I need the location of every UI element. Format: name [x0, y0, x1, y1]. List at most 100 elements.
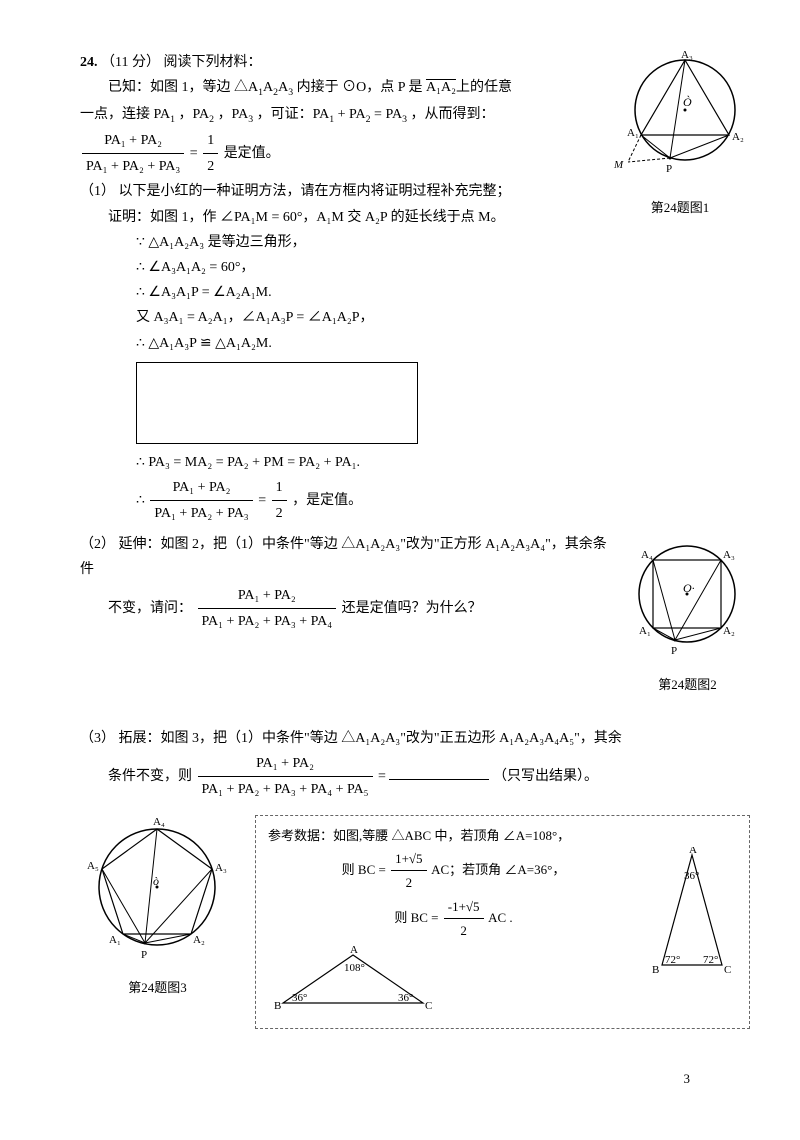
fraction-half: 1 2 [203, 128, 218, 179]
part2-tail: 还是定值吗？为什么？ [342, 601, 482, 616]
svg-text:A₃: A₃ [723, 549, 735, 561]
proof-l5: ∴ △A₁A₃P ≌ △A₁A₂M. [136, 331, 750, 356]
svg-text:A: A [689, 847, 697, 856]
ref-1b: AC；若顶角 ∠A=36°， [431, 862, 565, 877]
g2f: = PA [374, 107, 402, 122]
rf2-num: -1+√5 [444, 895, 484, 919]
f2-den: PA₁ + PA₂ + PA₃ + PA₄ [198, 609, 337, 634]
proof-after-2: ∴ PA₁ + PA₂ PA₁ + PA₂ + PA₃ = 1 2 ，是定值。 [136, 475, 750, 526]
svg-text:B: B [652, 964, 659, 976]
svg-text:M: M [613, 159, 624, 171]
ref-1a: 则 BC = [342, 862, 389, 877]
part3-text-a: 拓展：如图 3，把（1）中条件"等边 △A₁A₂A₃"改为"正五边形 A₁A₂A… [119, 731, 622, 746]
f3-num: PA₁ + PA₂ [198, 751, 373, 777]
f1b-eq: = [258, 493, 269, 508]
ref-2b: AC . [488, 910, 513, 925]
f1b-den: PA₁ + PA₂ + PA₃ [150, 501, 252, 526]
question-points: （11 分） [101, 55, 160, 70]
svg-text:A₁: A₁ [639, 625, 651, 637]
rf2-den: 2 [444, 919, 484, 942]
part3-eq: = [378, 769, 389, 784]
proof-l4: 又 A₃A₁ = A₂A₁，∠A₁A₃P = ∠A₁A₂P， [136, 305, 750, 330]
pa2-lead: ∴ [136, 493, 148, 508]
svg-text:P: P [141, 949, 147, 961]
bottom-row: ò A₄ A₅ A₃ A₁ A₂ P 第24题图3 参考数据：如图,等腰 △AB… [80, 815, 750, 1029]
svg-text:O·: O· [683, 581, 695, 595]
rf1-den: 2 [391, 871, 426, 894]
svg-text:36°: 36° [684, 870, 699, 882]
proof-l2: ∴ ∠A₃A₁A₂ = 60°， [136, 255, 750, 280]
svg-text:A₂: A₂ [193, 934, 205, 946]
svg-text:A₂: A₂ [732, 131, 744, 143]
figure-2-svg: O· A₄ A₃ A₁ A₂ P [625, 536, 750, 661]
svg-text:72°: 72° [665, 954, 680, 966]
page: Ò A₃ A₁ A₂ P M 第24题图1 24. （11 分） 阅读下列材料：… [80, 50, 750, 1110]
svg-text:ò: ò [153, 874, 159, 888]
frac1-tail: 是定值。 [224, 146, 280, 161]
figure-2: O· A₄ A₃ A₁ A₂ P 第24题图2 [625, 536, 750, 696]
part3-text-b: 条件不变，则 [108, 769, 192, 784]
figure-3-svg: ò A₄ A₅ A₃ A₁ A₂ P [80, 815, 235, 965]
rf1-num: 1+√5 [391, 847, 426, 871]
fraction-1: PA₁ + PA₂ PA₁ + PA₂ + PA₃ [82, 128, 184, 179]
part2-label: （2） [80, 537, 115, 552]
answer-blank[interactable] [389, 765, 489, 780]
f3-den: PA₁ + PA₂ + PA₃ + PA₄ + PA₅ [198, 777, 373, 802]
frac1-num: PA₁ + PA₂ [82, 128, 184, 154]
svg-text:A: A [350, 944, 358, 956]
given-1a: 已知：如图 1，等边 △A [108, 80, 258, 95]
ref-formulas: 则 BC = 1+√5 2 AC；若顶角 ∠A=36°， 则 BC = -1+√… [268, 847, 639, 1020]
g2g: ，从而得到： [410, 107, 494, 122]
question-number: 24. [80, 55, 98, 70]
arc-label: A₁A₂ [426, 80, 456, 95]
f2-num: PA₁ + PA₂ [198, 583, 337, 609]
svg-text:A₄: A₄ [153, 816, 165, 828]
figure-3-caption: 第24题图3 [80, 976, 235, 999]
g2a: 一点，连接 PA [80, 107, 170, 122]
page-number: 3 [684, 1067, 691, 1090]
f1b-num: PA₁ + PA₂ [150, 475, 252, 501]
part3-tail: （只写出结果）。 [493, 769, 598, 784]
given-1b: 内接于 ⊙O，点 P 是 [297, 80, 426, 95]
svg-text:72°: 72° [703, 954, 718, 966]
part2-text-a: 延伸：如图 2，把（1）中条件"等边 △A₁A₂A₃"改为"正方形 A₁A₂A₃… [80, 537, 607, 577]
triangle-36-svg: A 36° B 72° C 72° [647, 847, 737, 977]
svg-text:A₁: A₁ [627, 127, 639, 139]
svg-text:108°: 108° [344, 962, 365, 974]
frac1-eq: = [190, 146, 201, 161]
fraction-half-b: 1 2 [272, 475, 287, 526]
part3-line2: 条件不变，则 PA₁ + PA₂ PA₁ + PA₂ + PA₃ + PA₄ +… [108, 751, 750, 802]
fhb-num: 1 [272, 475, 287, 501]
svg-text:A₂: A₂ [723, 625, 735, 637]
figure-1-svg: Ò A₃ A₁ A₂ P M [610, 50, 750, 185]
svg-text:Ò: Ò [683, 95, 692, 109]
svg-text:A₁: A₁ [109, 934, 121, 946]
svg-text:P: P [666, 163, 672, 175]
proof-blank-box[interactable] [136, 362, 418, 444]
half-den: 2 [203, 154, 218, 179]
g2e: + PA [338, 107, 366, 122]
svg-text:P: P [671, 645, 677, 657]
g2c: ，PA [218, 107, 249, 122]
frac1-den: PA₁ + PA₂ + PA₃ [82, 154, 184, 179]
part3-label: （3） [80, 731, 115, 746]
svg-text:A₃: A₃ [681, 50, 693, 61]
figure-1-caption: 第24题图1 [610, 196, 750, 219]
svg-text:36°: 36° [292, 992, 307, 1004]
figure-2-caption: 第24题图2 [625, 673, 750, 696]
pa2-tail: ，是定值。 [292, 493, 362, 508]
proof-l1: ∵ △A₁A₂A₃ 是等边三角形， [136, 230, 750, 255]
svg-text:36°: 36° [398, 992, 413, 1004]
svg-text:A₅: A₅ [87, 860, 99, 872]
proof-l3: ∴ ∠A₃A₁P = ∠A₂A₁M. [136, 280, 750, 305]
figure-3: ò A₄ A₅ A₃ A₁ A₂ P 第24题图3 [80, 815, 235, 1000]
figure-1: Ò A₃ A₁ A₂ P M 第24题图1 [610, 50, 750, 220]
half-num: 1 [203, 128, 218, 154]
part2-text-b: 不变，请问： [108, 601, 192, 616]
svg-text:C: C [724, 964, 731, 976]
ref-title: 参考数据：如图,等腰 △ABC 中，若顶角 ∠A=108°， [268, 824, 737, 847]
fraction-3: PA₁ + PA₂ PA₁ + PA₂ + PA₃ + PA₄ + PA₅ [198, 751, 373, 802]
part1-text: 以下是小红的一种证明方法，请在方框内将证明过程补充完整； [119, 184, 511, 199]
fraction-1b: PA₁ + PA₂ PA₁ + PA₂ + PA₃ [150, 475, 252, 526]
ref-frac-2: -1+√5 2 [444, 895, 484, 943]
